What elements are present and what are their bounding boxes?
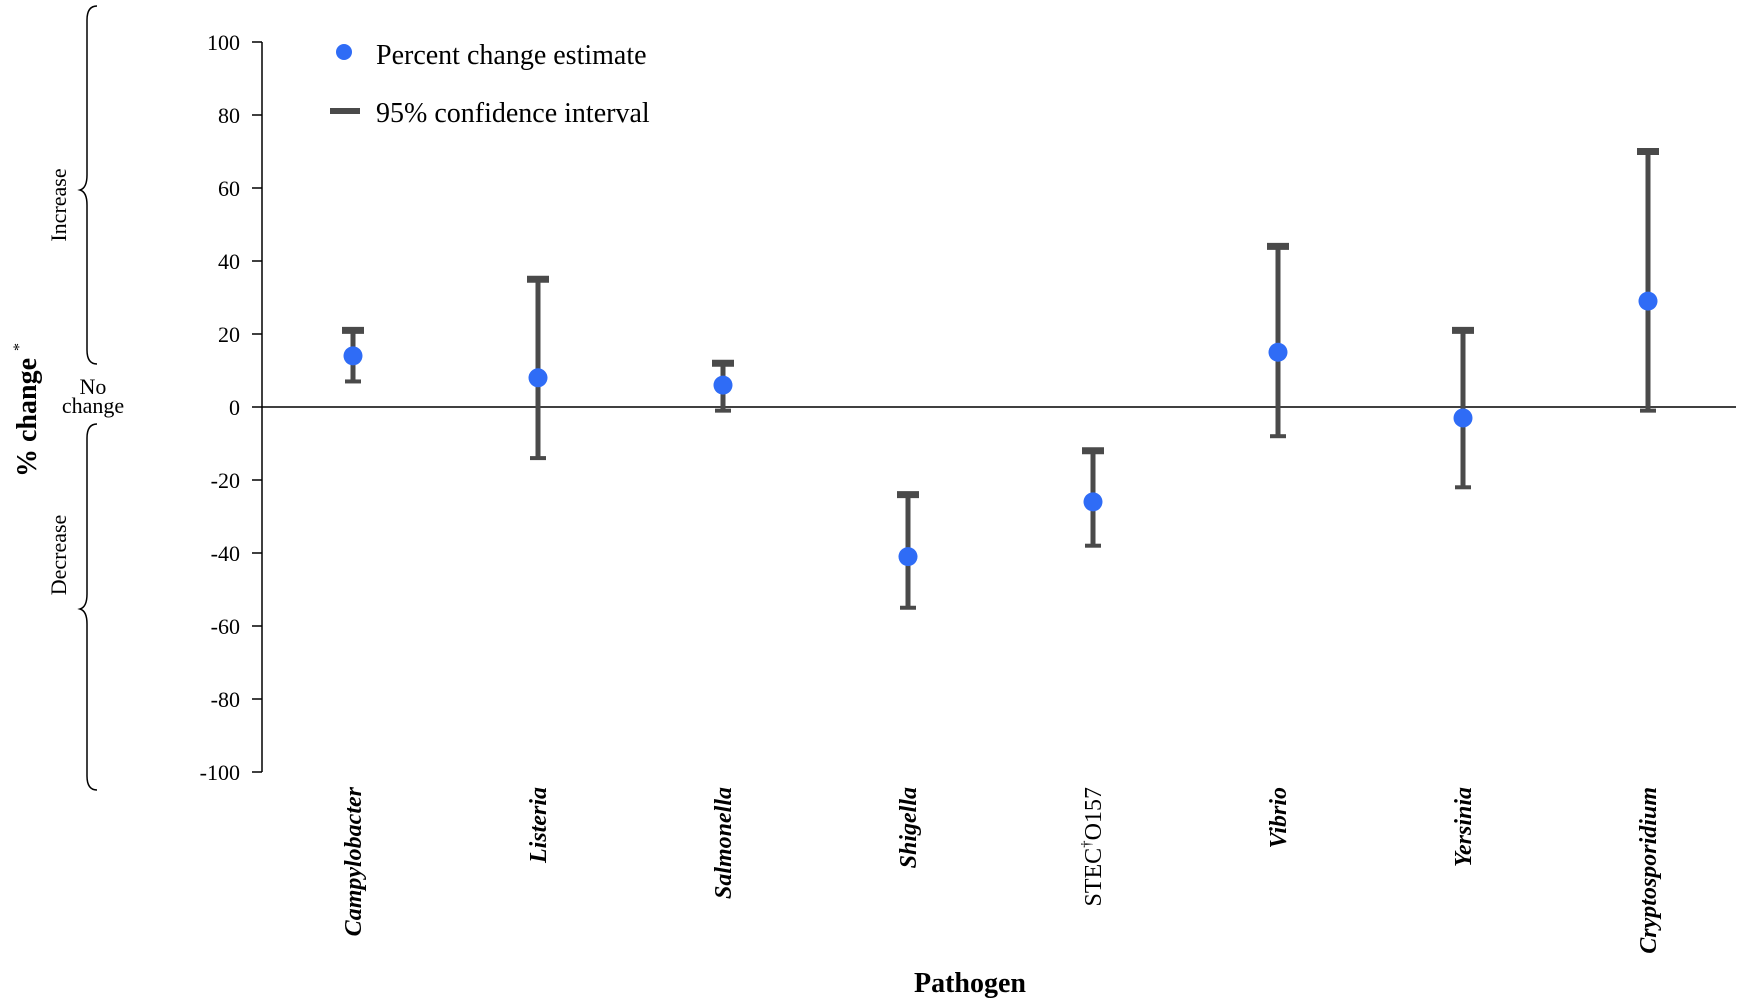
data-point [1453,408,1473,428]
legend-estimate-label: Percent change estimate [376,40,647,71]
category-label: STEC†O157 [1079,787,1107,907]
y-tick-label: -100 [200,760,240,785]
y-axis-title-mark: * [11,343,28,351]
y-tick-label: 20 [218,322,240,347]
svg-text:% change *: % change * [11,343,43,477]
increase-brace [77,5,98,365]
category-label: Shigella [896,787,922,868]
y-axis-title: % change [12,358,43,477]
category-label: Salmonella [711,787,737,899]
category-label: Yersinia [1451,787,1477,867]
category-label: Vibrio [1266,787,1292,848]
y-ticks: 100 80 60 40 20 0 -20 -40 -60 -80 -100 [200,30,262,785]
legend-point-icon [336,44,352,60]
y-tick-label: -80 [211,687,240,712]
no-change-label-line1: No [80,374,107,399]
y-tick-label: 80 [218,103,240,128]
y-axis-title-group: % change * [11,343,43,477]
y-tick-label: -60 [211,614,240,639]
legend: Percent change estimate 95% confidence i… [330,40,650,129]
increase-label: Increase [46,168,71,241]
data-point [528,368,548,388]
no-change-label-line2: change [62,393,124,418]
data-point [1083,492,1103,512]
decrease-brace [77,423,98,791]
y-tick-label: 0 [229,395,240,420]
y-tick-label: 100 [207,30,240,55]
data-point [898,547,918,567]
data-point [1638,291,1658,311]
category-label: Cryptosporidium [1636,787,1662,954]
y-tick-label: 40 [218,249,240,274]
y-tick-label: -40 [211,541,240,566]
data-point [1268,342,1288,362]
category-label: Listeria [526,787,552,864]
data-points [343,291,1658,567]
data-point [343,346,363,366]
category-label: Campylobacter [341,786,367,936]
y-tick-label: -20 [211,468,240,493]
legend-ci-label: 95% confidence interval [376,98,650,129]
decrease-label: Decrease [46,515,71,596]
data-point [713,375,733,395]
category-labels: Campylobacter Listeria Salmonella Shigella S… [341,786,1662,953]
x-axis-title: Pathogen [914,968,1026,998]
y-tick-label: 60 [218,176,240,201]
